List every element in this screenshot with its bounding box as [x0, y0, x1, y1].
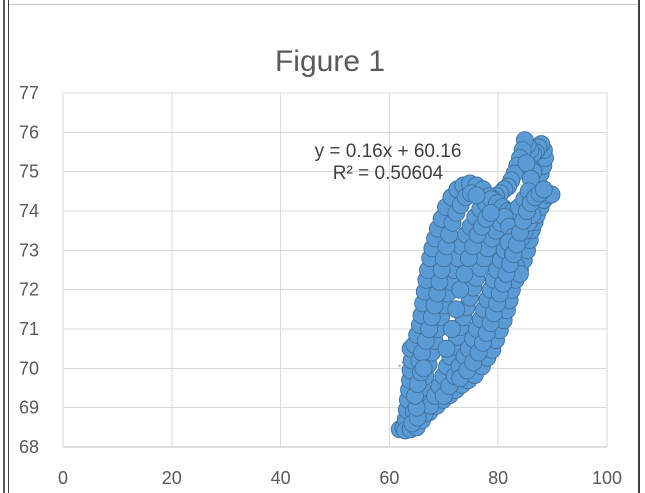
x-tick-label: 60 — [379, 468, 399, 488]
x-tick-label: 80 — [488, 468, 508, 488]
data-point — [534, 180, 553, 199]
trendline-r-squared: R² = 0.50604 — [333, 163, 444, 184]
data-point — [517, 154, 536, 172]
series-points — [390, 131, 561, 440]
x-tick-label: 0 — [58, 468, 68, 488]
trendline-equation: y = 0.16x + 60.16 — [315, 141, 462, 162]
data-point — [414, 359, 433, 378]
data-point — [467, 186, 486, 205]
y-tick-label: 77 — [19, 83, 39, 103]
y-tick-label: 76 — [19, 122, 39, 142]
data-point — [447, 300, 466, 319]
y-tick-label: 72 — [19, 280, 39, 300]
data-point — [481, 204, 500, 222]
x-tick-label: 20 — [162, 468, 182, 488]
y-tick-label: 70 — [19, 358, 39, 378]
y-tick-label: 71 — [19, 319, 39, 339]
data-point — [443, 320, 461, 338]
left-border-inner — [8, 0, 9, 493]
data-point — [437, 339, 456, 358]
y-tick-label: 68 — [19, 437, 39, 457]
chart-top-border — [9, 4, 638, 5]
gridlines — [62, 92, 608, 448]
data-point — [451, 280, 470, 299]
data-point — [455, 264, 474, 283]
x-tick-label: 40 — [271, 468, 291, 488]
right-border — [638, 0, 640, 493]
y-tick-label: 74 — [19, 201, 39, 221]
y-tick-label: 75 — [19, 162, 39, 182]
chart-title: Figure 1 — [275, 45, 385, 78]
y-tick-label: 73 — [19, 240, 39, 260]
axis-tick-labels: 68 69 70 71 72 73 74 75 76 77 0 20 40 60 80 100 — [19, 83, 622, 488]
left-border-outer — [3, 0, 5, 493]
y-tick-label: 69 — [19, 398, 39, 418]
x-tick-label: 100 — [592, 468, 622, 488]
